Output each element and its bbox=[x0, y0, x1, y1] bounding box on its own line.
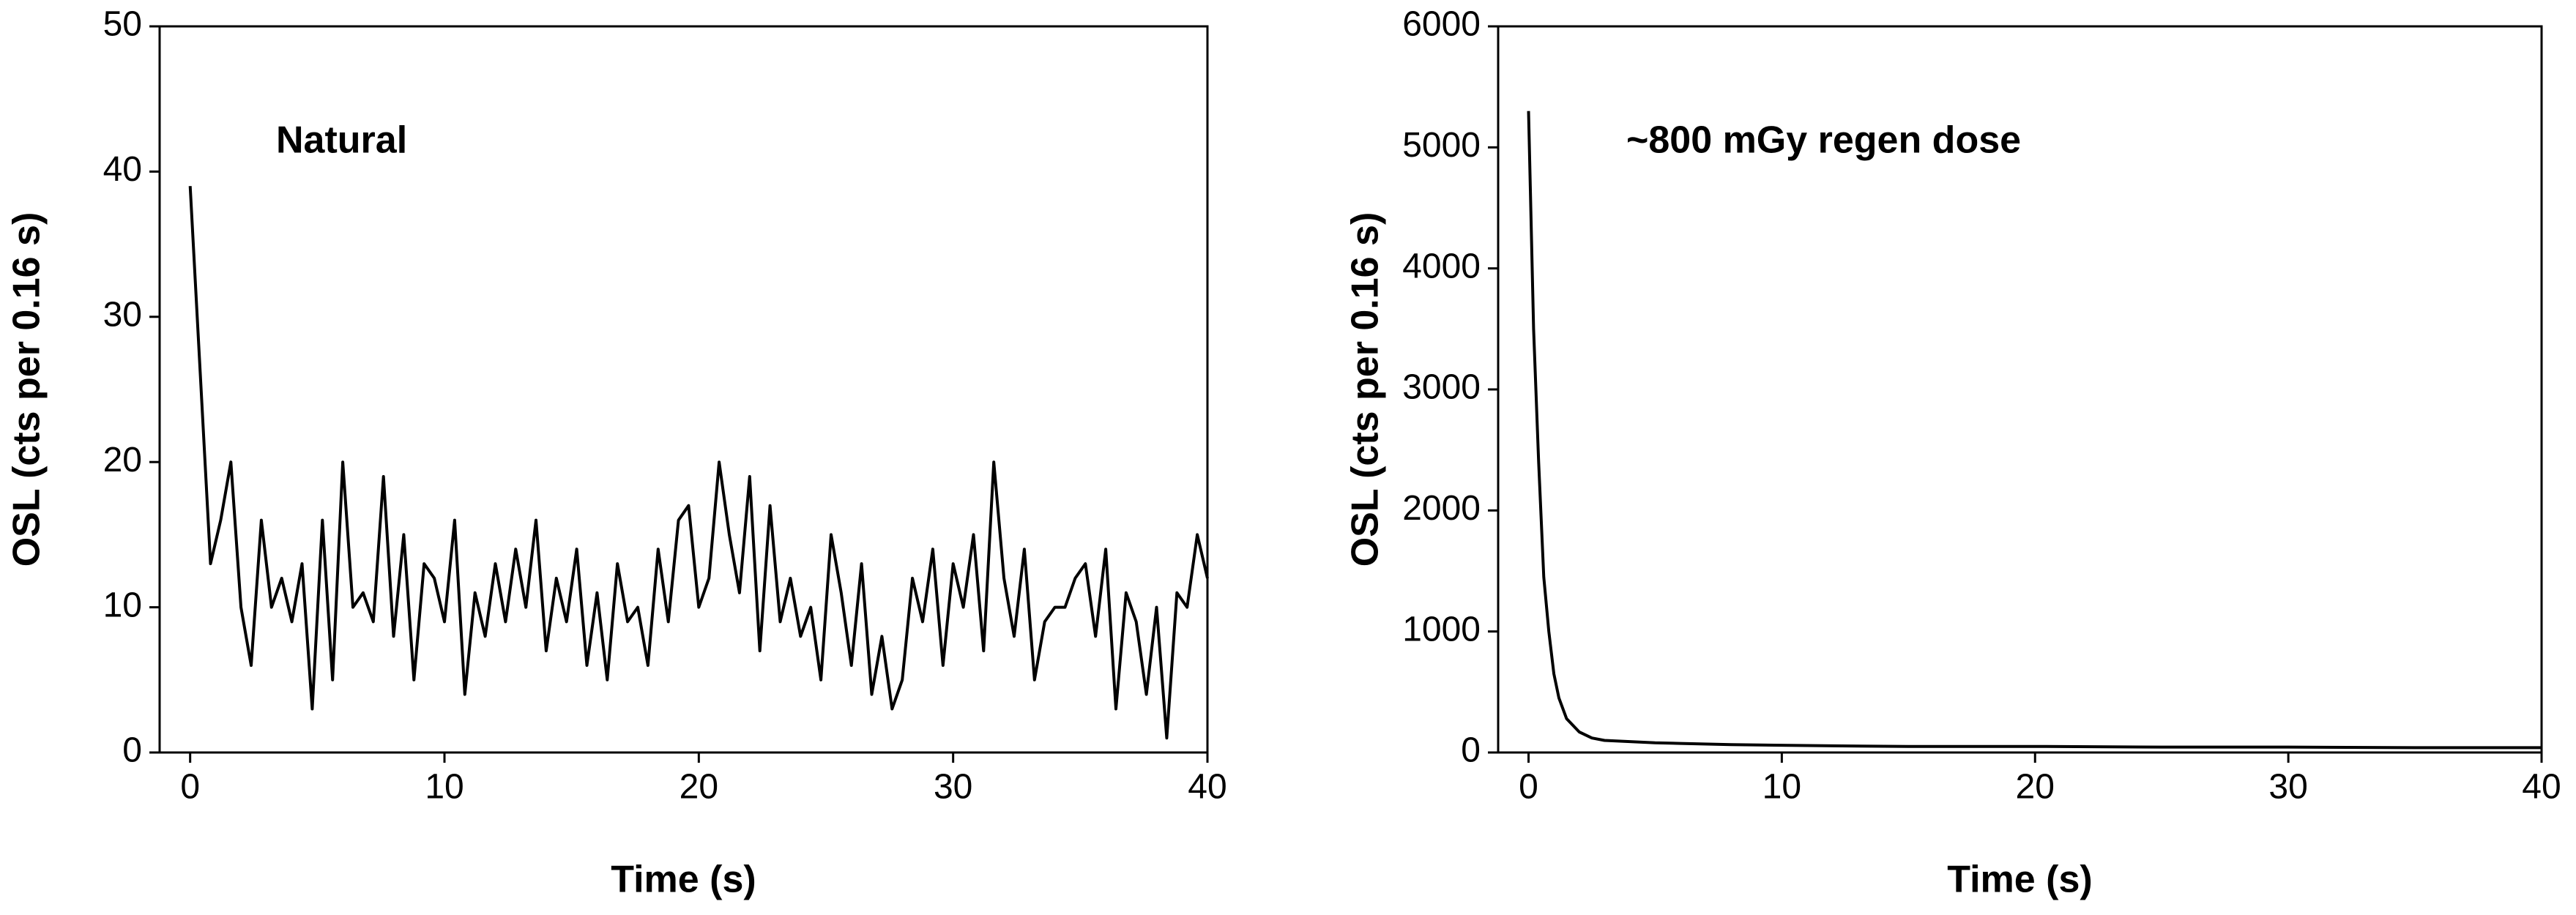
annotation: Natural bbox=[276, 119, 407, 162]
x-tick-label: 40 bbox=[2522, 768, 2561, 807]
y-tick-label: 10 bbox=[103, 586, 142, 624]
x-axis-title: Time (s) bbox=[611, 859, 756, 901]
y-tick-label: 30 bbox=[103, 295, 142, 334]
plot-frame bbox=[158, 25, 1209, 754]
x-tick-label: 0 bbox=[1519, 768, 1538, 807]
data-line bbox=[1527, 111, 2542, 750]
y-axis-title: OSL (cts per 0.16 s) bbox=[6, 212, 48, 567]
x-tick-label: 30 bbox=[934, 768, 972, 807]
y-axis-title: OSL (cts per 0.16 s) bbox=[1344, 212, 1387, 567]
y-tick-label: 40 bbox=[103, 150, 142, 189]
y-tick-label: 4000 bbox=[1402, 247, 1481, 285]
y-tick-label: 3000 bbox=[1402, 368, 1481, 407]
x-tick-label: 40 bbox=[1188, 768, 1226, 807]
x-tick-label: 10 bbox=[1762, 768, 1801, 807]
x-tick-label: 20 bbox=[680, 768, 718, 807]
y-tick-label: 1000 bbox=[1402, 610, 1481, 649]
data-line bbox=[188, 186, 1209, 740]
annotation: ~800 mGy regen dose bbox=[1626, 119, 2021, 162]
y-tick-label: 5000 bbox=[1402, 126, 1481, 165]
y-tick-label: 50 bbox=[103, 5, 142, 44]
y-tick-label: 20 bbox=[103, 441, 142, 479]
y-tick-label: 0 bbox=[122, 731, 142, 770]
x-tick-label: 0 bbox=[180, 768, 200, 807]
y-tick-label: 6000 bbox=[1402, 5, 1481, 44]
x-tick-label: 30 bbox=[2268, 768, 2307, 807]
x-axis-title: Time (s) bbox=[1947, 859, 2092, 901]
y-tick-label: 0 bbox=[1461, 731, 1481, 770]
x-tick-label: 20 bbox=[2016, 768, 2055, 807]
y-tick-label: 2000 bbox=[1402, 489, 1481, 528]
x-tick-label: 10 bbox=[425, 768, 464, 807]
